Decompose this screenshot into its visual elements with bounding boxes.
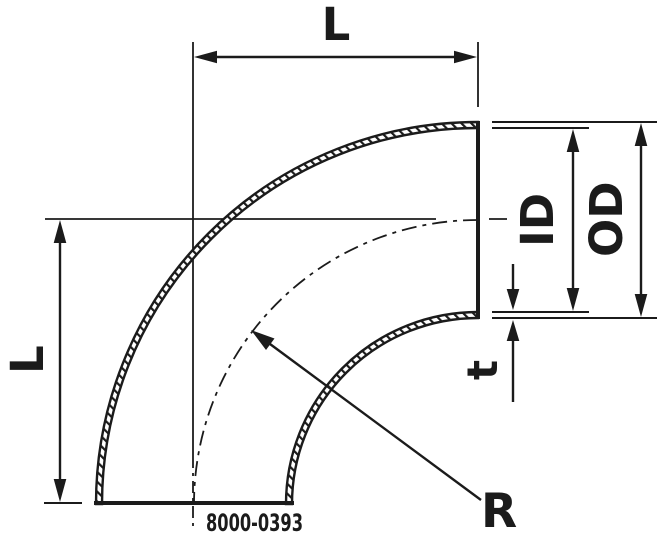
dimension-l-left: L xyxy=(1,220,67,502)
pipe-walls xyxy=(94,120,480,506)
arrowhead-left-icon xyxy=(194,50,217,64)
arrowhead-down-icon xyxy=(53,479,67,502)
dimension-t: t xyxy=(458,264,520,402)
bend-centerline-arc xyxy=(193,219,479,505)
label-l-left: L xyxy=(1,345,54,374)
label-l-top: L xyxy=(322,0,351,51)
r-leader-line xyxy=(269,343,482,501)
outer-wall-band xyxy=(94,120,480,506)
extension-lines xyxy=(44,121,657,504)
arrowhead-right-icon xyxy=(454,50,477,64)
label-id: ID xyxy=(511,193,564,247)
arrowhead-up-icon xyxy=(634,123,648,146)
label-t: t xyxy=(458,360,507,380)
arrowhead-up-icon xyxy=(53,220,67,243)
arrowhead-down-icon xyxy=(634,294,648,317)
dimension-id: ID xyxy=(511,129,580,311)
arrowhead-up-icon xyxy=(506,320,520,341)
label-r: R xyxy=(481,484,517,539)
dimension-l-top: L xyxy=(194,0,477,64)
arrowhead-upleft-icon xyxy=(251,330,275,350)
dimension-od: OD xyxy=(580,123,648,317)
arrowhead-up-icon xyxy=(566,129,580,152)
arrowhead-down-icon xyxy=(506,289,520,310)
centerlines xyxy=(45,42,507,529)
radius-leader: R xyxy=(251,330,517,539)
arrowhead-down-icon xyxy=(566,288,580,311)
drawing-number: 8000-0393 xyxy=(206,509,303,537)
label-od: OD xyxy=(580,181,633,257)
